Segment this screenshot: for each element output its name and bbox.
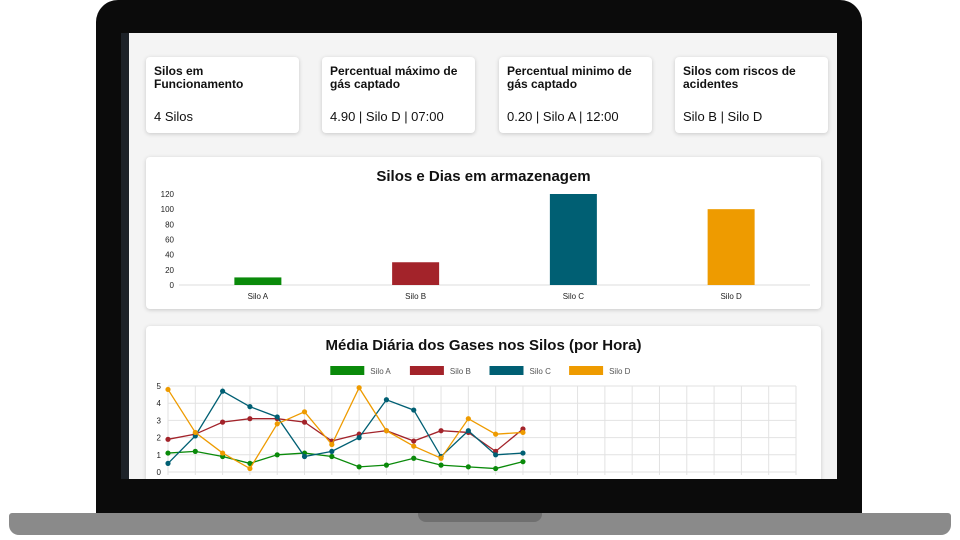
y-tick-label: 2 bbox=[157, 434, 162, 443]
screen: Silos em Funcionamento 4 Silos Percentua… bbox=[121, 33, 837, 479]
line-chart-title: Média Diária dos Gases nos Silos (por Ho… bbox=[325, 337, 642, 354]
legend-swatch bbox=[489, 366, 524, 375]
kpi-value: Silo B | Silo D bbox=[683, 109, 763, 124]
data-point bbox=[274, 452, 280, 458]
kpi-value: 0.20 | Silo A | 12:00 bbox=[507, 109, 619, 124]
data-point bbox=[520, 429, 526, 436]
legend-label: Silo D bbox=[609, 367, 631, 376]
screen-edge bbox=[121, 33, 129, 479]
series-line bbox=[167, 450, 524, 470]
laptop-base bbox=[9, 513, 951, 535]
line-chart-card: Média Diária dos Gases nos Silos (por Ho… bbox=[146, 326, 821, 479]
series-line bbox=[167, 386, 523, 470]
y-tick-label: 0 bbox=[170, 281, 175, 290]
bar bbox=[234, 277, 282, 285]
data-point bbox=[329, 453, 335, 460]
bar bbox=[549, 194, 597, 285]
data-point bbox=[274, 421, 280, 427]
data-point bbox=[383, 397, 390, 403]
data-point bbox=[411, 407, 417, 413]
bar-chart: 0 20 40 60 80 100 120 Silo A Silo B Silo C Silo D bbox=[161, 190, 810, 301]
kpi-title: Percentual máximo de gás captado bbox=[330, 64, 458, 91]
data-point bbox=[438, 455, 444, 461]
data-point bbox=[356, 464, 362, 470]
kpi-title: Silos em Funcionamento bbox=[154, 64, 244, 91]
data-point bbox=[247, 404, 253, 410]
bar-chart-card: Silos e Dias em armazenagem 0 20 40 60 80 100… bbox=[146, 157, 821, 309]
legend-swatch bbox=[409, 366, 444, 375]
data-point bbox=[411, 443, 417, 449]
data-point bbox=[438, 428, 444, 434]
data-point bbox=[411, 455, 417, 461]
x-tick-label: Silo A bbox=[248, 292, 269, 301]
data-point bbox=[520, 459, 526, 465]
y-tick-label: 120 bbox=[161, 190, 175, 199]
data-point bbox=[301, 409, 308, 415]
kpi-value: 4.90 | Silo D | 07:00 bbox=[330, 109, 444, 124]
data-point bbox=[274, 414, 280, 420]
kpi-card-max-gas: Percentual máximo de gás captado 4.90 | … bbox=[322, 57, 475, 133]
data-point bbox=[493, 452, 499, 458]
kpi-value: 4 Silos bbox=[154, 109, 194, 124]
data-point bbox=[220, 419, 226, 425]
y-tick-label: 1 bbox=[157, 451, 162, 460]
data-point bbox=[329, 448, 335, 454]
data-point bbox=[383, 462, 390, 468]
y-tick-label: 20 bbox=[165, 266, 174, 275]
data-point bbox=[247, 460, 253, 466]
y-tick-label: 40 bbox=[165, 251, 174, 260]
bar-chart-title: Silos e Dias em armazenagem bbox=[376, 168, 591, 185]
kpi-card-functioning: Silos em Funcionamento 4 Silos bbox=[146, 57, 299, 133]
kpi-card-risk: Silos com riscos de acidentes Silo B | S… bbox=[675, 57, 828, 133]
data-point bbox=[192, 448, 198, 454]
kpi-title: Silos com riscos de acidentes bbox=[683, 64, 796, 91]
laptop-notch bbox=[418, 513, 542, 522]
data-point bbox=[165, 450, 171, 456]
x-tick-label: Silo D bbox=[720, 292, 742, 301]
y-tick-label: 3 bbox=[157, 416, 162, 425]
y-tick-label: 100 bbox=[161, 205, 175, 214]
data-point bbox=[383, 428, 390, 434]
kpi-title: Percentual minimo de gás captado bbox=[507, 64, 632, 91]
data-point bbox=[465, 416, 471, 422]
data-point bbox=[165, 436, 171, 442]
legend-label: Silo A bbox=[370, 367, 391, 376]
legend-label: Silo B bbox=[450, 367, 471, 376]
data-point bbox=[356, 385, 362, 391]
y-tick-label: 60 bbox=[165, 236, 174, 245]
data-point bbox=[301, 419, 308, 425]
x-tick-label: Silo C bbox=[563, 292, 585, 301]
data-point bbox=[220, 388, 226, 394]
data-point bbox=[220, 450, 226, 456]
data-point bbox=[493, 431, 499, 437]
legend-swatch bbox=[569, 366, 604, 375]
data-point bbox=[493, 465, 499, 472]
data-point bbox=[192, 429, 198, 436]
data-point bbox=[247, 416, 253, 422]
data-point bbox=[247, 465, 253, 472]
y-tick-label: 5 bbox=[157, 382, 162, 391]
x-tick-label: Silo B bbox=[405, 292, 426, 301]
legend-label: Silo C bbox=[530, 367, 552, 376]
legend-swatch bbox=[330, 366, 365, 375]
series-line bbox=[167, 418, 524, 453]
kpi-card-min-gas: Percentual minimo de gás captado 0.20 | … bbox=[499, 57, 652, 133]
bar bbox=[707, 209, 755, 285]
bar bbox=[392, 262, 440, 285]
series-line bbox=[167, 390, 523, 464]
y-tick-label: 0 bbox=[157, 468, 162, 477]
data-point bbox=[301, 453, 308, 460]
data-point bbox=[438, 462, 444, 468]
data-point bbox=[465, 464, 471, 470]
y-tick-label: 4 bbox=[157, 399, 162, 408]
data-point bbox=[165, 386, 171, 393]
data-point bbox=[465, 428, 471, 434]
data-point bbox=[329, 441, 335, 448]
y-tick-label: 80 bbox=[165, 220, 174, 229]
data-point bbox=[411, 438, 417, 444]
data-point bbox=[356, 435, 362, 441]
data-point bbox=[165, 460, 171, 466]
data-point bbox=[520, 450, 526, 456]
